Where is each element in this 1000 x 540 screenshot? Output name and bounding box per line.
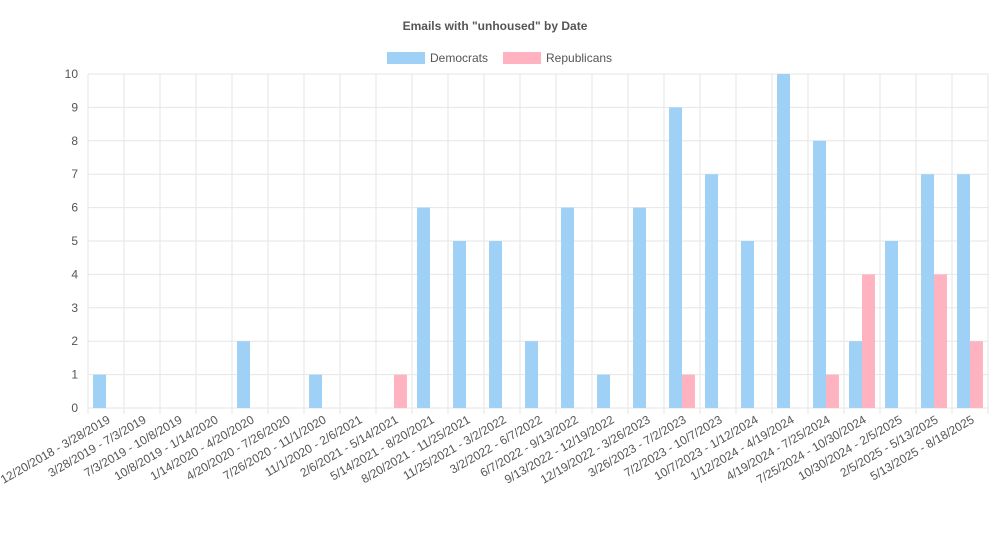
legend-swatch [503, 52, 542, 64]
bar-democrats-16[interactable] [669, 107, 682, 409]
y-tick-label: 2 [71, 334, 78, 348]
legend: Democrats Republicans [387, 51, 612, 65]
bar-democrats-18[interactable] [741, 241, 754, 408]
bar-democrats-6[interactable] [309, 374, 322, 408]
y-tick-label: 0 [71, 401, 78, 415]
y-tick-label: 10 [65, 67, 79, 81]
y-tick-label: 7 [71, 167, 78, 181]
bars [93, 74, 983, 409]
bar-democrats-11[interactable] [489, 241, 502, 408]
legend-item-1[interactable]: Republicans [503, 51, 612, 65]
bar-democrats-19[interactable] [777, 74, 790, 408]
y-tick-label: 6 [71, 201, 78, 215]
bar-democrats-22[interactable] [885, 241, 898, 408]
bar-democrats-0[interactable] [93, 374, 106, 408]
chart-title: Emails with "unhoused" by Date [403, 19, 588, 33]
bar-democrats-14[interactable] [597, 374, 610, 408]
y-tick-label: 4 [71, 267, 78, 281]
bar-democrats-23[interactable] [921, 174, 934, 408]
bar-republicans-8[interactable] [394, 374, 407, 408]
grid [87, 73, 989, 414]
bar-democrats-21[interactable] [849, 341, 862, 408]
y-tick-label: 5 [71, 234, 78, 248]
bar-democrats-10[interactable] [453, 241, 466, 408]
bar-republicans-20[interactable] [826, 374, 839, 408]
bar-republicans-16[interactable] [682, 374, 695, 408]
y-axis-ticks: 0 1 2 3 4 5 6 7 8 9 10 [65, 67, 79, 415]
bar-democrats-17[interactable] [705, 174, 718, 408]
bar-democrats-15[interactable] [633, 207, 646, 408]
bar-republicans-24[interactable] [970, 341, 983, 408]
bar-democrats-24[interactable] [957, 174, 970, 408]
bar-democrats-12[interactable] [525, 341, 538, 408]
bar-democrats-13[interactable] [561, 207, 574, 408]
legend-label: Democrats [430, 51, 488, 65]
y-tick-label: 3 [71, 301, 78, 315]
bar-democrats-4[interactable] [237, 341, 250, 408]
y-tick-label: 9 [71, 100, 78, 114]
legend-swatch [387, 52, 425, 64]
y-tick-label: 1 [71, 368, 78, 382]
legend-label: Republicans [546, 51, 612, 65]
y-tick-label: 8 [71, 134, 78, 148]
bar-republicans-21[interactable] [862, 274, 875, 408]
bar-democrats-20[interactable] [813, 140, 826, 409]
bar-democrats-9[interactable] [417, 207, 430, 408]
legend-item-0[interactable]: Democrats [387, 51, 488, 65]
bar-republicans-23[interactable] [934, 274, 947, 408]
